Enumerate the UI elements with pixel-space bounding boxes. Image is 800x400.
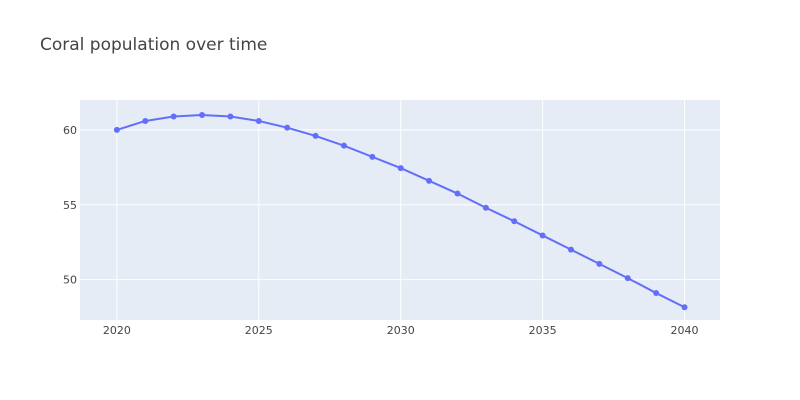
data-point	[681, 304, 688, 311]
x-axis-tick-labels: 2020 2025 2030 2035 2040	[103, 324, 699, 337]
x-tick-label: 2040	[671, 324, 699, 337]
data-point	[284, 124, 291, 131]
data-point	[170, 113, 177, 120]
data-point	[369, 153, 376, 160]
data-point	[199, 111, 206, 118]
data-point	[511, 218, 518, 225]
data-point	[255, 117, 262, 124]
data-point	[227, 113, 234, 120]
data-point	[482, 204, 489, 211]
data-point	[340, 142, 347, 149]
x-tick-label: 2025	[245, 324, 273, 337]
data-point	[142, 117, 149, 124]
data-point	[653, 290, 660, 297]
x-tick-label: 2035	[529, 324, 557, 337]
x-tick-label: 2020	[103, 324, 131, 337]
data-point	[426, 177, 433, 184]
y-tick-label: 60	[63, 124, 77, 137]
data-point	[624, 275, 631, 282]
data-point	[567, 246, 574, 253]
plot-area	[80, 100, 720, 320]
chart-title: Coral population over time	[40, 35, 267, 55]
y-axis-tick-labels: 50 55 60	[63, 124, 77, 287]
data-point	[312, 132, 319, 139]
data-point	[596, 260, 603, 267]
y-tick-label: 50	[63, 274, 77, 287]
y-tick-label: 55	[63, 199, 77, 212]
x-tick-label: 2030	[387, 324, 415, 337]
data-point	[113, 126, 120, 133]
x-gridlines	[116, 100, 686, 320]
data-point	[454, 190, 461, 197]
data-point	[539, 232, 546, 239]
series-markers	[113, 111, 688, 311]
data-point	[397, 165, 404, 172]
y-gridlines	[80, 129, 720, 281]
